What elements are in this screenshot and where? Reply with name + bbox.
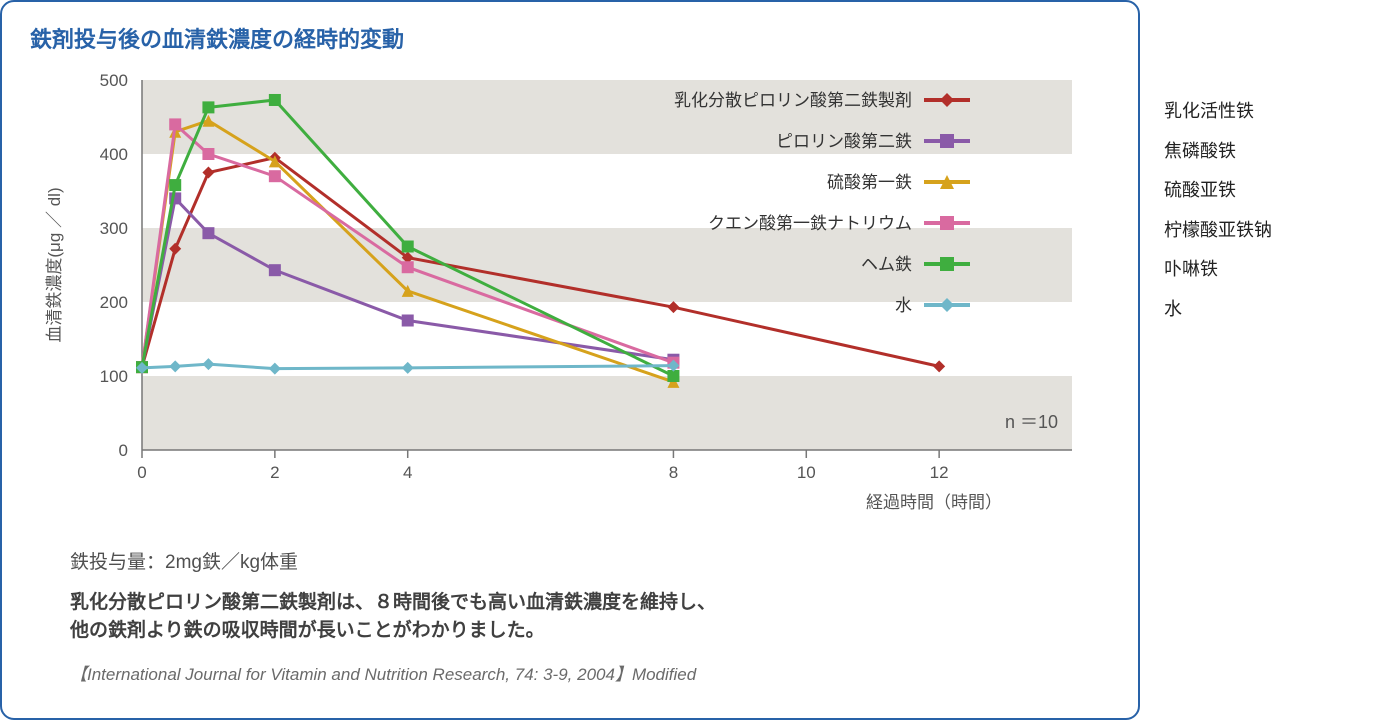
chart-title: 鉄剤投与後の血清鉄濃度の経時的変動: [30, 22, 1118, 54]
translation-label: 水: [1164, 290, 1272, 330]
svg-text:300: 300: [100, 219, 128, 238]
svg-text:乳化分散ピロリン酸第二鉄製剤: 乳化分散ピロリン酸第二鉄製剤: [674, 91, 912, 110]
svg-text:クエン酸第一鉄ナトリウム: クエン酸第一鉄ナトリウム: [708, 214, 912, 233]
translation-label: 卟啉铁: [1164, 250, 1272, 290]
translation-label: 柠檬酸亚铁钠: [1164, 211, 1272, 251]
summary-line-2: 他の鉄剤より鉄の吸収時間が長いことがわかりました。: [70, 620, 545, 641]
svg-text:12: 12: [930, 463, 949, 482]
svg-text:0: 0: [119, 441, 128, 460]
svg-text:血清鉄濃度(μg ／ dl): 血清鉄濃度(μg ／ dl): [45, 187, 64, 342]
svg-text:2: 2: [270, 463, 279, 482]
translation-label: 焦磷酸铁: [1164, 132, 1272, 172]
svg-text:8: 8: [669, 463, 678, 482]
svg-text:経過時間（時間）: 経過時間（時間）: [866, 493, 1002, 512]
summary-line-1: 乳化分散ピロリン酸第二鉄製剤は、８時間後でも高い血清鉄濃度を維持し、: [70, 592, 716, 613]
dose-note: 鉄投与量：2mg鉄／kg体重: [70, 550, 1118, 577]
citation: 【International Journal for Vitamin and N…: [70, 660, 1118, 685]
svg-text:n ＝10: n ＝10: [1005, 412, 1058, 432]
svg-text:0: 0: [137, 463, 146, 482]
chart-panel: 鉄剤投与後の血清鉄濃度の経時的変動 0 100 200 300 400 500 0 2 4 8 10…: [0, 0, 1140, 720]
translation-label: 乳化活性铁: [1164, 92, 1272, 132]
svg-text:200: 200: [100, 293, 128, 312]
summary-text: 乳化分散ピロリン酸第二鉄製剤は、８時間後でも高い血清鉄濃度を維持し、 他の鉄剤よ…: [70, 589, 1118, 646]
svg-text:500: 500: [100, 71, 128, 90]
chart-area: 0 100 200 300 400 500 0 2 4 8 10 12 血清鉄濃度(μg ／ dl) 経過…: [32, 70, 1112, 540]
translation-label: 硫酸亚铁: [1164, 171, 1272, 211]
svg-text:ヘム鉄: ヘム鉄: [861, 255, 912, 274]
svg-text:400: 400: [100, 145, 128, 164]
line-chart-svg: 0 100 200 300 400 500 0 2 4 8 10 12 血清鉄濃度(μg ／ dl) 経過…: [32, 70, 1112, 540]
svg-text:硫酸第一鉄: 硫酸第一鉄: [827, 173, 912, 192]
svg-text:4: 4: [403, 463, 412, 482]
svg-text:ピロリン酸第二鉄: ピロリン酸第二鉄: [776, 132, 912, 151]
svg-text:100: 100: [100, 367, 128, 386]
translation-panel: 乳化活性铁焦磷酸铁硫酸亚铁柠檬酸亚铁钠卟啉铁水: [1164, 92, 1272, 720]
svg-text:10: 10: [797, 463, 816, 482]
svg-text:水: 水: [895, 296, 912, 315]
